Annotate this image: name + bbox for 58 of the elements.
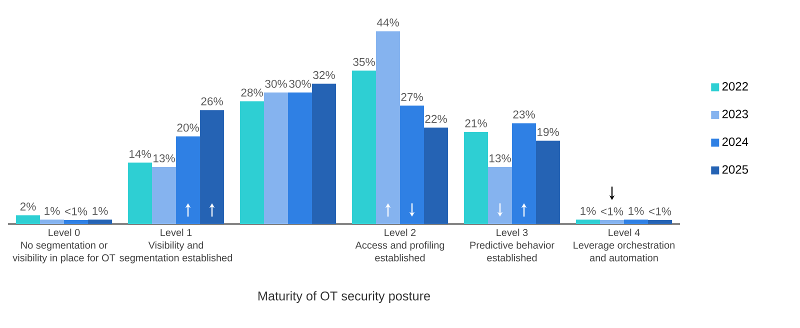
- data-label: 22%: [425, 114, 447, 123]
- data-label: 13%: [490, 154, 511, 162]
- data-label: 14%: [130, 150, 151, 158]
- x-tick-label: Level 0 No segmentation or visibility in place for OT: [12, 228, 116, 264]
- x-tick-label: Level 2 Access and profiling established: [355, 228, 444, 262]
- data-label: 23%: [513, 110, 535, 118]
- legend-label: 2022: [722, 82, 748, 91]
- bar: [352, 70, 376, 224]
- data-label: 44%: [376, 18, 399, 26]
- bar: [600, 220, 624, 224]
- bar: [536, 140, 560, 224]
- bar: [312, 84, 336, 224]
- bar: [488, 167, 512, 224]
- data-label: 19%: [538, 128, 559, 136]
- x-tick-label: Level 3 Predictive behavior established: [470, 228, 554, 262]
- bar: [376, 31, 400, 224]
- bar: [200, 110, 224, 224]
- bar: [464, 132, 488, 224]
- bar: [16, 215, 40, 224]
- data-label: 1%: [580, 206, 596, 215]
- data-label: 30%: [289, 80, 311, 88]
- bar: [88, 220, 112, 224]
- data-label: <1%: [649, 207, 672, 216]
- bar: [128, 162, 152, 224]
- bar: [176, 136, 200, 224]
- bar: [624, 220, 648, 224]
- x-axis-title: Maturity of OT security posture: [258, 291, 430, 303]
- data-label: 1%: [92, 206, 108, 215]
- data-label: 35%: [353, 58, 375, 66]
- x-tick-label: Level 4 Leverage orchestration and automation: [574, 228, 674, 262]
- bar: [40, 220, 64, 224]
- bar: [64, 220, 88, 224]
- legend-label: 2025: [722, 165, 748, 174]
- data-label: 32%: [313, 71, 335, 80]
- data-label: 1%: [628, 206, 644, 215]
- x-tick-label: Level 1 Visibility and segmentation established: [120, 228, 232, 264]
- legend-label: 2023: [722, 110, 748, 118]
- data-label: 2%: [20, 202, 36, 211]
- legend-label: 2024: [722, 137, 748, 146]
- bar: [400, 106, 424, 224]
- data-label: 20%: [177, 124, 199, 132]
- bar: [576, 220, 600, 224]
- bar: [240, 101, 264, 224]
- data-label: 26%: [201, 97, 223, 106]
- data-label: 1%: [44, 206, 60, 215]
- data-label: <1%: [65, 207, 88, 216]
- data-label: 28%: [241, 88, 263, 97]
- bar: [264, 92, 288, 224]
- bar: [152, 167, 176, 224]
- bar: [512, 123, 536, 224]
- data-label: 27%: [401, 93, 423, 101]
- bar: [648, 220, 672, 224]
- data-label: 21%: [465, 119, 487, 128]
- bar: [288, 92, 312, 224]
- data-label: 30%: [265, 80, 287, 88]
- bar: [424, 128, 448, 224]
- data-label: <1%: [601, 207, 624, 216]
- data-label: 13%: [154, 154, 175, 162]
